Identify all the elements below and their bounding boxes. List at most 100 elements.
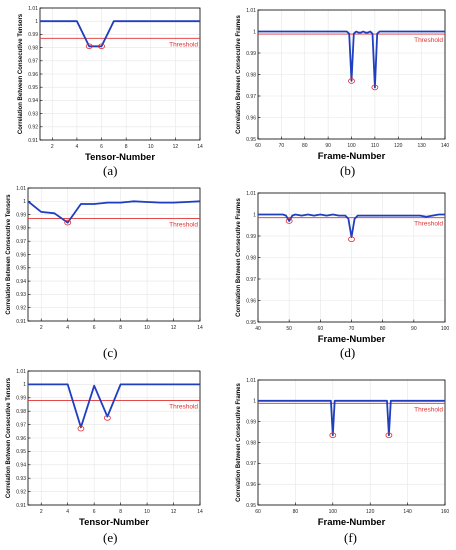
chart-svg-b: 60 70 80 90 100 110 120 130 140 0.95 0.96 0.97 0.98 0… [236,8,450,162]
anomaly-marker [64,219,72,226]
x-tick-label: 4 [76,144,79,150]
x-tick-label: 130 [417,143,426,149]
x-axis-label: Frame-Number [318,151,386,162]
anomaly-marker [329,432,337,439]
x-axis-label: Frame-Number [318,334,386,345]
x-tick-label: 12 [171,325,177,331]
x-tick-label: 140 [403,509,412,515]
threshold-label: Threshold [414,406,443,413]
y-tick-label: 0.92 [16,306,26,312]
x-axis-label: Frame-Number [318,517,386,528]
x-tick-label: 6 [93,325,96,331]
anomaly-marker [85,43,93,50]
x-tick-label: 8 [119,325,122,331]
anomaly-marker [348,236,355,243]
anomaly-marker [285,218,293,224]
chart-svg-c: 2 4 6 8 10 12 14 0.91 0.92 0.93 0.94 0.95 0.96 0.97 0.… [6,186,203,331]
series-line [258,399,445,437]
y-tick-label: 0.95 [246,320,256,326]
x-tick-label: 60 [318,326,324,332]
y-tick-label: 0.93 [16,292,26,298]
y-tick-label: 0.97 [246,461,256,467]
series-line [28,383,200,429]
anomaly-marker [385,432,393,439]
y-tick-label: 0.99 [246,419,256,425]
y-axis-label: Correlation Between Consecutive Tensors [18,13,24,134]
y-tick-label: 1 [23,199,26,205]
y-tick-label: 0.94 [28,98,38,104]
x-tick-label: 14 [197,325,203,331]
chart-panel-c: 2 4 6 8 10 12 14 0.91 0.92 0.93 0.94 0.95 0.96 0.97 0.… [0,183,228,366]
y-tick-label: 0.96 [246,115,256,121]
y-tick-label: 0.93 [16,476,26,482]
y-tick-label: 1 [253,399,256,405]
x-tick-label: 70 [279,143,285,149]
x-tick-label: 10 [148,144,154,150]
chart-panel-f: 60 80 100 120 140 160 0.95 0.96 0.97 0.98 0.99 1 1.0… [228,366,456,550]
x-axis-label: Tensor-Number [79,517,149,528]
x-tick-label: 10 [144,509,150,515]
anomaly-marker [371,84,379,91]
threshold-label: Threshold [169,41,198,48]
chart-svg-d: 40 50 60 70 80 90 100 0.95 0.96 0.97 0.98 0.99 1 1.01… [236,191,449,345]
y-tick-label: 1 [23,382,26,388]
x-tick-label: 70 [349,326,355,332]
x-tick-label: 6 [93,509,96,515]
x-tick-label: 140 [441,143,450,149]
y-tick-label: 1.01 [16,186,26,192]
y-tick-label: 0.95 [16,266,26,272]
x-tick-label: 90 [325,143,331,149]
y-tick-label: 1 [253,212,256,218]
x-tick-label: 120 [394,143,403,149]
x-tick-label: 100 [347,143,356,149]
y-tick-label: 0.91 [16,503,26,509]
chart-svg-a: 2 4 6 8 10 12 14 0.91 0.92 0.93 0.94 0.95 0.96 0.97 0.… [18,6,203,163]
y-axis-label: Correlation Between Consecutive Frames [236,197,242,316]
y-tick-label: 0.99 [246,51,256,57]
y-tick-label: 0.92 [28,125,38,131]
x-tick-label: 100 [329,509,338,515]
y-tick-label: 1.01 [16,369,26,375]
threshold-label: Threshold [169,222,198,229]
y-tick-label: 0.98 [246,72,256,78]
caption-f: (f) [344,530,357,545]
y-tick-label: 0.96 [16,252,26,258]
y-tick-label: 0.98 [16,409,26,415]
y-tick-label: 1 [35,19,38,25]
caption-e: (e) [103,530,118,545]
y-tick-label: 0.97 [16,422,26,428]
y-tick-label: 0.94 [16,279,26,285]
y-tick-label: 0.97 [16,239,26,245]
y-tick-label: 0.95 [246,137,256,143]
threshold-label: Threshold [169,403,198,410]
anomaly-marker [77,425,85,432]
x-tick-label: 2 [40,509,43,515]
series-line [27,200,201,224]
chart-svg-e: 2 4 6 8 10 12 14 0.91 0.92 0.93 0.94 0.95 0.96 0.97 0.… [6,369,203,528]
y-tick-label: 0.96 [28,72,38,78]
x-tick-label: 2 [40,325,43,331]
caption-a: (a) [103,163,118,178]
x-tick-label: 4 [66,325,69,331]
y-tick-label: 0.92 [16,489,26,495]
series-line [40,20,200,48]
y-tick-label: 1.01 [246,378,256,384]
y-tick-label: 0.91 [28,138,38,144]
x-tick-label: 80 [302,143,308,149]
x-tick-label: 14 [197,509,203,515]
x-tick-label: 160 [441,509,450,515]
y-tick-label: 0.99 [28,32,38,38]
x-tick-label: 60 [255,509,261,515]
y-tick-label: 0.98 [246,440,256,446]
threshold-label: Threshold [414,37,443,44]
x-tick-label: 12 [173,144,179,150]
x-axis-label: Tensor-Number [85,152,155,163]
series-line [258,30,445,89]
x-tick-label: 8 [125,144,128,150]
y-tick-label: 0.99 [246,234,256,240]
anomaly-marker [98,43,105,50]
x-tick-label: 8 [119,509,122,515]
y-tick-label: 0.95 [28,85,38,91]
y-tick-label: 1.01 [28,6,38,12]
